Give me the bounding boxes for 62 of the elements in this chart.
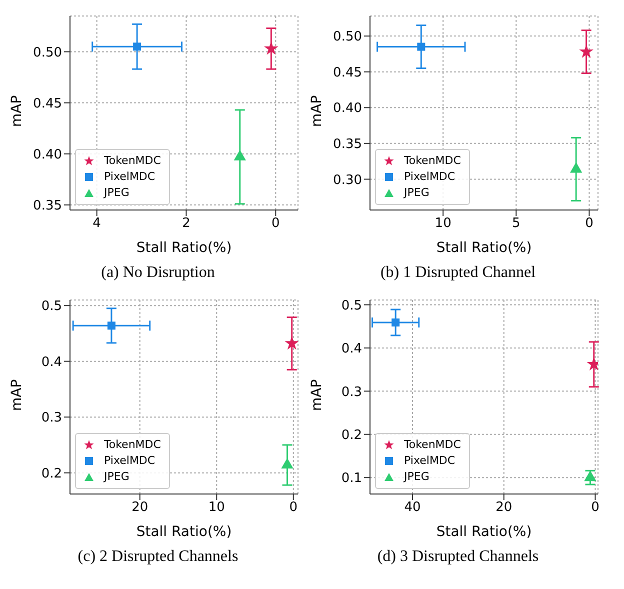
point	[281, 458, 294, 469]
legend-label: PixelMDC	[404, 169, 456, 185]
y-tick-label: 0.45	[33, 96, 62, 112]
y-tick-label: 0.5	[41, 299, 62, 314]
y-tick-label: 0.3	[41, 410, 62, 426]
y-axis-title: mAP	[8, 379, 25, 411]
text: (c) 2 Disrupted Channels	[76, 548, 240, 566]
legend-label: TokenMDC	[404, 153, 461, 169]
y-tick-label: 0.40	[33, 147, 62, 162]
x-tick-label: 0	[272, 216, 280, 232]
y-tick-label: 0.2	[341, 428, 362, 443]
x-tick-label: 10	[208, 500, 225, 516]
text: (b) 1 Disrupted Channel	[379, 264, 537, 282]
y-tick-label: 0.45	[333, 65, 362, 80]
y-tick-label: 0.35	[333, 137, 362, 152]
y-axis-title: mAP	[308, 379, 325, 411]
x-tick-label: 2	[182, 216, 190, 232]
point	[284, 336, 298, 350]
point	[570, 162, 582, 173]
point	[107, 322, 116, 330]
y-axis-title: mAP	[8, 95, 25, 127]
y-tick-label: 0.2	[41, 466, 62, 482]
legend-label: PixelMDC	[104, 169, 156, 185]
y-tick-label: 0.3	[341, 384, 362, 400]
y-tick-label: 0.5	[341, 298, 362, 314]
y-tick-label: 0.4	[341, 342, 362, 357]
text: (d) 3 Disrupted Channels	[376, 548, 540, 566]
x-tick-label: 0	[591, 500, 600, 516]
y-tick-label: 0.50	[333, 30, 362, 45]
y-tick-label: 0.4	[41, 354, 62, 370]
legend-label: TokenMDC	[104, 437, 161, 453]
legend-label: PixelMDC	[104, 453, 156, 469]
x-tick-label: 0	[289, 500, 298, 516]
legend-label: JPEG	[104, 469, 130, 485]
point	[417, 42, 426, 51]
legend-label: PixelMDC	[404, 453, 456, 469]
x-axis-title: Stall Ratio(%)	[136, 240, 232, 256]
y-axis-title: mAP	[308, 95, 325, 127]
legend-label: TokenMDC	[404, 437, 461, 453]
x-tick-label: 0	[585, 216, 594, 232]
y-tick-label: 0.40	[333, 101, 362, 116]
x-tick-label: 20	[496, 500, 512, 516]
legend-label: TokenMDC	[104, 153, 161, 169]
point	[579, 44, 594, 58]
text: (a) No Disruption	[100, 264, 216, 282]
legend-label: JPEG	[104, 185, 130, 201]
legend-label: JPEG	[404, 185, 430, 201]
x-tick-label: 20	[132, 500, 148, 516]
x-tick-label: 4	[92, 216, 101, 232]
y-tick-label: 0.30	[333, 172, 362, 188]
y-tick-label: 0.50	[33, 45, 62, 60]
x-tick-label: 40	[404, 500, 421, 516]
point	[392, 318, 400, 326]
x-axis-title: Stall Ratio(%)	[436, 524, 532, 540]
x-axis-title: Stall Ratio(%)	[136, 524, 232, 540]
legend-label: JPEG	[404, 469, 430, 485]
point	[584, 470, 596, 482]
x-axis-title: Stall Ratio(%)	[436, 240, 532, 256]
y-tick-label: 0.1	[341, 471, 362, 486]
x-tick-label: 5	[512, 216, 520, 232]
x-tick-label: 10	[434, 216, 452, 232]
y-tick-label: 0.35	[33, 198, 62, 214]
